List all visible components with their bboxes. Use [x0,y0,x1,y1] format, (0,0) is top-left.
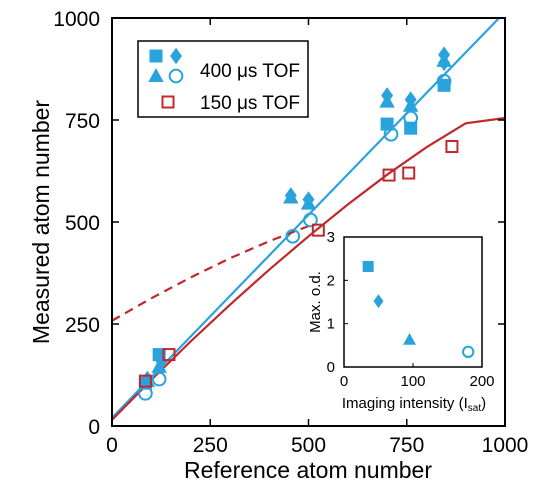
legend-triangle-marker [148,68,164,82]
inset-y-axis-label: Max. o.d. [307,271,324,333]
open-square-data-point [162,348,176,362]
legend-markers [148,47,184,109]
open-square-data-point [138,374,152,388]
y-tick-label: 0 [88,416,100,439]
inset-circle-point [462,345,475,359]
y-axis-label: Measured atom number [28,100,54,345]
inset-axes: 0 100 200 0 1 2 3 [327,229,495,390]
fit-line [112,116,505,421]
x-axis-label: Reference atom number [184,457,432,483]
inset-x-tick-label: 200 [469,373,494,390]
inset-x-axis-label: Imaging intensity (Isat) [342,395,486,414]
inset-x-label-main: Imaging intensity (I [342,395,468,412]
triangle-data-point [436,52,452,67]
open-square-data-point [382,168,396,182]
y-tick-label: 1000 [53,8,100,31]
circle-data-point [383,126,399,142]
legend-square-marker [149,49,163,63]
inset-x-label-sub: sat [468,403,482,414]
x-tick-label: 1000 [482,434,529,457]
circle-data-point [151,371,167,387]
y-tick-label: 500 [65,212,100,235]
x-tick-label: 750 [389,434,424,457]
extrapolation-line [112,225,309,322]
inset-chart: 0 100 200 0 1 2 3 Imaging intensity (Isat) Max… [307,229,495,414]
circle-data-point [303,212,318,228]
x-tick-label: 0 [106,434,118,457]
inset-x-label-close: ) [481,395,486,412]
open-square-data-point [311,223,325,237]
square-data-point [404,121,418,135]
triangle-data-point [283,189,299,204]
circle-data-point [436,73,452,89]
inset-y-tick-label: 2 [327,272,335,289]
inset-diamond-point [373,294,384,309]
legend-label-400us: 400 μs TOF [200,61,300,82]
open-square-data-point [402,166,416,180]
inset-background [344,237,482,367]
legend-box [137,40,309,118]
main-plot-area [112,18,505,421]
legend-label-150us: 150 μs TOF [200,93,300,114]
legend-diamond-marker [170,47,182,65]
inset-x-tick-label: 0 [340,373,348,390]
x-tick-label: 250 [193,434,228,457]
y-tick-label: 750 [65,110,100,133]
circle-data-point [403,110,419,126]
triangle-data-point [379,93,395,108]
legend-circle-marker [168,68,184,84]
legend-open-square-marker [161,95,175,109]
inset-triangle-point [403,333,417,345]
legend: 400 μs TOF 150 μs TOF [137,40,309,118]
inset-square-point [362,260,374,272]
y-tick-label: 250 [65,314,100,337]
circle-data-point [285,228,301,244]
inset-y-tick-label: 0 [327,359,335,376]
x-tick-label: 500 [291,434,326,457]
inset-plot-area [362,260,475,359]
inset-y-tick-label: 3 [327,229,335,246]
inset-x-tick-label: 100 [400,373,425,390]
inset-y-tick-label: 1 [327,316,335,333]
open-square-data-point [445,140,459,154]
triangle-data-point [300,195,317,210]
